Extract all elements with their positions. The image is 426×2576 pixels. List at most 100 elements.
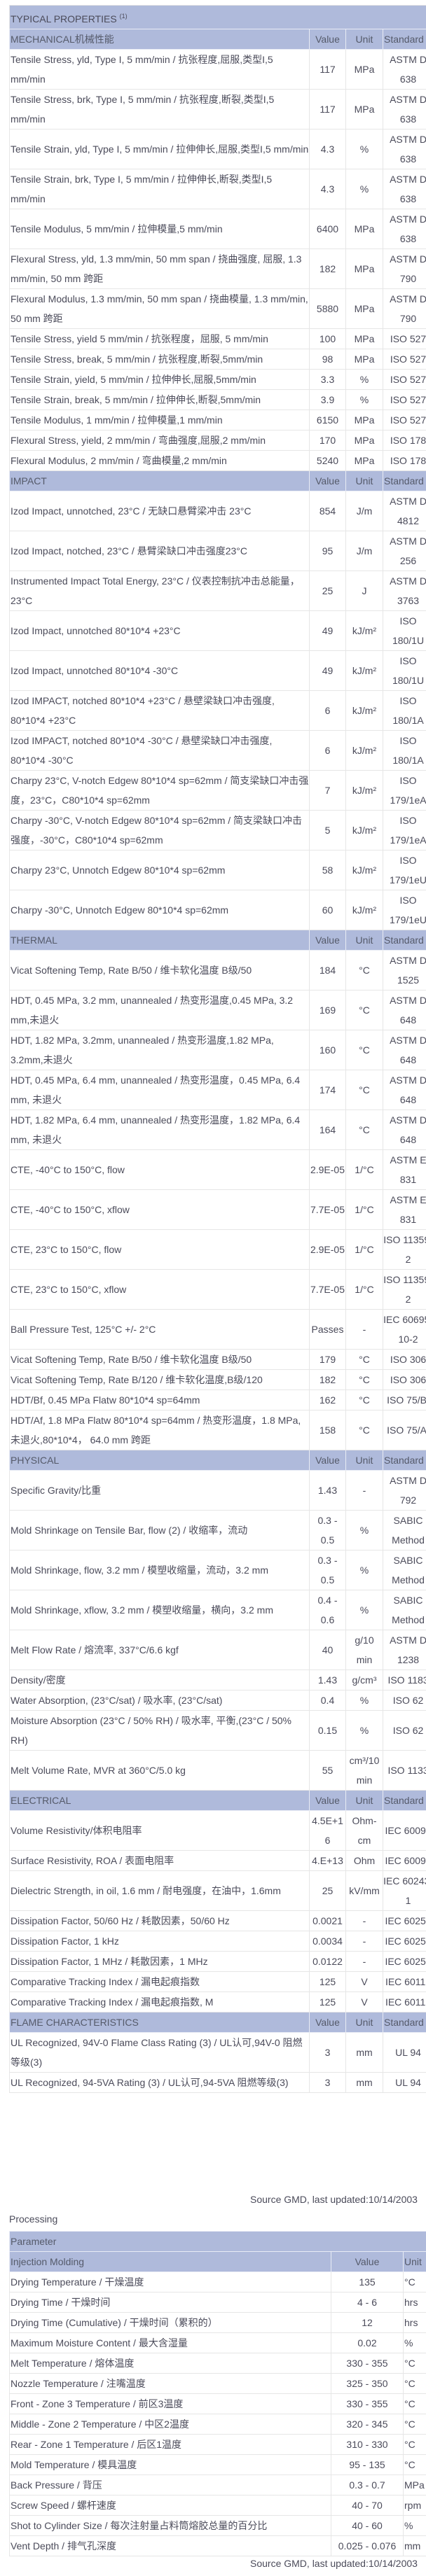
property-name: Surface Resistivity, ROA / 表面电阻率: [9, 1850, 310, 1871]
property-unit: g/10 min: [345, 1630, 383, 1670]
property-row: Mold Shrinkage, xflow, 3.2 mm / 模塑收缩量，横向…: [9, 1590, 426, 1630]
property-name: Tensile Stress, yield 5 mm/min / 抗张程度，屈服…: [9, 328, 310, 349]
property-row: Comparative Tracking Index / 漏电起痕指数, M 12…: [9, 1991, 426, 2012]
property-value: 125: [309, 1991, 346, 2012]
property-unit: MPa: [345, 89, 383, 130]
unit-header: Unit: [403, 2251, 426, 2272]
property-row: Moisture Absorption (23°C / 50% RH) / 吸水…: [9, 1710, 426, 1751]
section-header-row: MECHANICAL机械性能 Value Unit Standard: [9, 29, 426, 50]
property-unit: %: [345, 129, 383, 169]
property-row: UL Recognized, 94V-0 Flame Class Rating …: [9, 2032, 426, 2073]
property-row: HDT, 0.45 MPa, 3.2 mm, unannealed / 热变形温…: [9, 990, 426, 1030]
property-standard: ISO 179/1eA: [382, 770, 426, 811]
property-standard: ASTM D 638: [382, 209, 426, 249]
property-value: 4.5E+16: [309, 1810, 346, 1851]
property-standard: IEC 60695-10-2: [382, 1309, 426, 1350]
property-unit: %: [345, 1510, 383, 1550]
property-name: Izod Impact, unnotched, 23°C / 无缺口悬臂梁冲击 …: [9, 491, 310, 531]
parameter-value: 325 - 350: [331, 2373, 404, 2394]
parameter-name: Maximum Moisture Content / 最大含湿量: [9, 2332, 331, 2353]
property-name: Vicat Softening Temp, Rate B/120 / 维卡软化温…: [9, 1369, 310, 1390]
unit-header: Unit: [345, 1790, 383, 1811]
property-value: 160: [309, 1030, 346, 1070]
property-name: Dielectric Strength, in oil, 1.6 mm / 耐电…: [9, 1870, 310, 1911]
value-header: Value: [309, 470, 346, 491]
processing-row: Screw Speed / 螺杆速度 40 - 70 rpm: [9, 2495, 426, 2516]
parameter-unit: °C: [403, 2454, 426, 2475]
property-row: Dielectric Strength, in oil, 1.6 mm / 耐电…: [9, 1870, 426, 1911]
property-row: HDT, 1.82 MPa, 3.2mm, unannealed / 热变形温度…: [9, 1030, 426, 1070]
property-row: CTE, 23°C to 150°C, xflow 7.7E-05 1/°C ISO …: [9, 1269, 426, 1310]
property-name: Tensile Strain, yield, 5 mm/min / 拉伸伸长,屈…: [9, 369, 310, 390]
property-standard: IEC 60093: [382, 1810, 426, 1851]
property-row: Tensile Stress, break, 5 mm/min / 抗张程度,断…: [9, 349, 426, 370]
property-row: Dissipation Factor, 1 MHz / 耗散因素，1 MHz 0.…: [9, 1951, 426, 1972]
property-standard: ASTM D 648: [382, 990, 426, 1030]
property-name: Charpy -30°C, Unnotch Edgew 80*10*4 sp=6…: [9, 890, 310, 930]
parameter-unit: °C: [403, 2353, 426, 2374]
unit-header: Unit: [345, 29, 383, 50]
property-name: HDT, 0.45 MPa, 6.4 mm, unannealed / 热变形温…: [9, 1070, 310, 1110]
property-name: Flexural Stress, yld, 1.3 mm/min, 50 mm …: [9, 248, 310, 289]
table-title: TYPICAL PROPERTIES (1): [8, 5, 426, 29]
property-standard: ISO 179/1eU: [382, 890, 426, 930]
unit-header: Unit: [345, 470, 383, 491]
property-standard: IEC 60250: [382, 1931, 426, 1952]
property-value: 174: [309, 1070, 346, 1110]
property-name: Charpy 23°C, V-notch Edgew 80*10*4 sp=62…: [9, 770, 310, 811]
property-row: Melt Flow Rate / 熔流率, 337°C/6.6 kgf 40 g/1…: [9, 1630, 426, 1670]
parameter-name: Back Pressure / 背压: [9, 2474, 331, 2496]
property-value: 117: [309, 49, 346, 90]
property-row: Flexural Stress, yield, 2 mm/min / 弯曲强度,…: [9, 430, 426, 451]
property-value: 158: [309, 1410, 346, 1450]
property-row: Flexural Modulus, 2 mm/min / 弯曲模量,2 mm/m…: [9, 450, 426, 471]
value-header: Value: [331, 2251, 404, 2272]
parameter-header-row: Parameter: [9, 2231, 426, 2252]
property-name: HDT/Bf, 0.45 MPa Flatw 80*10*4 sp=64mm: [9, 1390, 310, 1410]
property-name: Instrumented Impact Total Energy, 23°C /…: [9, 570, 310, 611]
property-unit: 1/°C: [345, 1229, 383, 1270]
section-header-row: THERMAL Value Unit Standard: [9, 930, 426, 951]
injection-molding-header-row: Injection Molding Value Unit: [9, 2251, 426, 2272]
property-value: 5880: [309, 288, 346, 329]
property-name: Tensile Modulus, 1 mm/min / 拉伸模量,1 mm/mi…: [9, 410, 310, 430]
property-unit: kJ/m²: [345, 730, 383, 771]
processing-row: Melt Temperature / 熔体温度 330 - 355 °C: [9, 2353, 426, 2374]
property-value: 6150: [309, 410, 346, 430]
property-name: Vicat Softening Temp, Rate B/50 / 维卡软化温度…: [9, 1349, 310, 1370]
property-value: Passes: [309, 1309, 346, 1350]
property-unit: %: [345, 1590, 383, 1630]
property-value: 4.3: [309, 129, 346, 169]
property-unit: kJ/m²: [345, 810, 383, 850]
property-unit: Ohm: [345, 1850, 383, 1871]
processing-row: Front - Zone 3 Temperature / 前区3温度 330 - …: [9, 2393, 426, 2414]
property-row: Tensile Strain, break, 5 mm/min / 拉伸伸长,断…: [9, 389, 426, 410]
property-row: Mold Shrinkage, flow, 3.2 mm / 模塑收缩量，流动，…: [9, 1550, 426, 1590]
property-unit: MPa: [345, 248, 383, 289]
parameter-name: Shot to Cylinder Size / 每次注射量占料筒熔胶总量的百分比: [9, 2515, 331, 2536]
property-name: Tensile Modulus, 5 mm/min / 拉伸模量,5 mm/mi…: [9, 209, 310, 249]
property-standard: ASTM D 638: [382, 49, 426, 90]
property-unit: -: [345, 1470, 383, 1511]
property-row: Dissipation Factor, 50/60 Hz / 耗散因素，50/6…: [9, 1910, 426, 1931]
parameter-value: 330 - 355: [331, 2353, 404, 2374]
property-value: 117: [309, 89, 346, 130]
property-unit: 1/°C: [345, 1269, 383, 1310]
property-value: 58: [309, 850, 346, 890]
property-standard: ISO 180/1A: [382, 730, 426, 771]
properties-source-note: Source GMD, last updated:10/14/2003: [250, 2194, 418, 2205]
property-name: Tensile Stress, brk, Type I, 5 mm/min / …: [9, 89, 310, 130]
property-value: 0.4 - 0.6: [309, 1590, 346, 1630]
section-name: THERMAL: [9, 930, 310, 951]
processing-row: Vent Depth / 排气孔深度 0.025 - 0.076 mm: [9, 2535, 426, 2556]
property-row: Tensile Strain, yld, Type I, 5 mm/min / …: [9, 129, 426, 169]
property-unit: %: [345, 1690, 383, 1711]
property-row: Volume Resistivity/体积电阻率 4.5E+16 Ohm-cm IEC…: [9, 1810, 426, 1851]
parameter-name: Mold Temperature / 模具温度: [9, 2454, 331, 2475]
property-value: 5240: [309, 450, 346, 471]
title-text: TYPICAL PROPERTIES: [11, 13, 117, 24]
property-unit: MPa: [345, 349, 383, 370]
property-standard: ISO 1183: [382, 1670, 426, 1690]
property-row: Tensile Stress, brk, Type I, 5 mm/min / …: [9, 89, 426, 130]
property-standard: ISO 11359-2: [382, 1269, 426, 1310]
